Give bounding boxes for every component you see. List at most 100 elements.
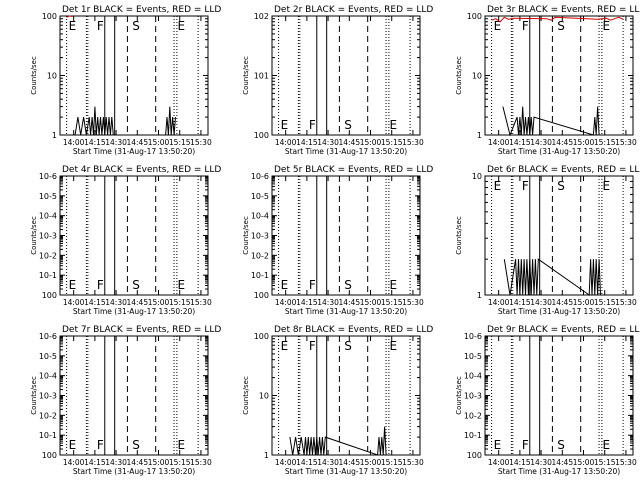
interval-letter: E [281,278,289,292]
chart-panel-7: Det 7r BLACK = Events, RED = LLD Counts/s… [30,325,221,476]
chart-panel-2: Det 2r BLACK = Events, RED = LLD Counts/s… [242,5,433,156]
x-tick-label: 14:30 [317,138,339,147]
x-tick-label: 14:15 [296,138,318,147]
chart-title: Det 7r BLACK = Events, RED = LLD [62,325,221,335]
y-tick-label: 102 [254,12,269,21]
x-tick-label: 14:00 [275,458,297,467]
y-axis-label: Counts/sec [30,376,38,415]
chart-title: Det 3r BLACK = Events, RED = LLD [487,5,640,15]
x-tick-label: 14:45 [338,138,360,147]
x-tick-label: 14:15 [509,298,531,307]
y-tick-label: 100 [42,291,57,300]
x-tick-label: 14:15 [84,298,106,307]
interval-letter: E [69,438,77,452]
x-tick-label: 15:30 [190,298,212,307]
interval-letter: E [69,278,77,292]
plot-frame [59,15,209,136]
interval-letter: F [522,19,529,33]
x-tick-label: 15:15 [169,458,191,467]
series-line-events [503,258,601,296]
y-tick-label: 100 [42,12,57,21]
x-tick-label: 15:15 [169,298,191,307]
chart-panel-9: Det 9r BLACK = Events, RED = LLD Counts/s… [455,325,640,476]
y-tick-label: 10-1 [39,271,57,280]
interval-letter: S [344,278,352,292]
interval-letter: F [309,118,316,132]
chart-panel-3: Det 3r BLACK = Events, RED = LLD Counts/s… [455,5,640,156]
interval-letter: S [557,19,565,33]
y-axis-label: Counts/sec [242,216,250,255]
chart-panel-1: Det 1r BLACK = Events, RED = LLD Counts/s… [30,5,221,156]
y-tick-label: 10-1 [251,271,269,280]
interval-letter: S [132,19,140,33]
x-tick-label: 15:15 [169,138,191,147]
x-tick-label: 15:15 [381,458,403,467]
x-tick-label: 15:15 [381,298,403,307]
y-tick-label: 10-4 [464,372,482,381]
y-axis-label: Counts/sec [242,376,250,415]
y-axis-label: Counts/sec [455,216,463,255]
y-axis-label: Counts/sec [455,376,463,415]
interval-letter: E [389,339,397,353]
interval-letter: E [602,19,610,33]
x-tick-label: 15:15 [594,138,616,147]
x-tick-label: 14:30 [317,458,339,467]
x-tick-label: 15:15 [594,298,616,307]
x-tick-label: 15:00 [148,298,170,307]
x-tick-label: 15:30 [402,138,424,147]
x-tick-label: 14:15 [296,458,318,467]
y-tick-label: 100 [467,12,482,21]
chart-title: Det 9r BLACK = Events, RED = LLD [487,325,640,335]
x-tick-label: 15:00 [573,138,595,147]
y-tick-label: 10-4 [39,212,57,221]
y-tick-label: 100 [42,451,57,460]
interval-letter: E [494,179,502,193]
y-axis-label: Counts/sec [30,216,38,255]
interval-letter: S [557,438,565,452]
x-axis-label: Start Time (31-Aug-17 13:50:20) [285,307,407,316]
series-line-events [289,426,387,456]
x-tick-label: 15:30 [615,138,637,147]
y-tick-label: 10-6 [39,172,57,181]
x-tick-label: 14:00 [63,298,85,307]
y-tick-label: 100 [254,291,269,300]
interval-letter: E [389,278,397,292]
x-tick-label: 15:00 [148,458,170,467]
y-tick-label: 10-2 [251,251,269,260]
y-tick-label: 10-4 [251,212,269,221]
interval-letter: E [281,118,289,132]
chart-title: Det 6r BLACK = Events, RED = LLD [487,165,640,175]
y-tick-label: 101 [254,72,269,81]
x-tick-label: 14:15 [509,138,531,147]
x-tick-label: 14:00 [488,458,510,467]
y-tick-label: 10-6 [464,332,482,341]
plot-frame [484,175,634,296]
interval-letter: S [557,179,565,193]
y-tick-label: 10-2 [39,251,57,260]
y-tick-label: 100 [254,131,269,140]
y-tick-label: 100 [467,451,482,460]
x-tick-label: 15:15 [594,458,616,467]
y-axis-label: Counts/sec [455,56,463,95]
x-tick-label: 14:15 [509,458,531,467]
x-tick-label: 15:30 [615,458,637,467]
interval-letter: E [177,438,185,452]
x-tick-label: 15:30 [190,138,212,147]
interval-letter: F [522,438,529,452]
interval-letter: S [344,339,352,353]
x-tick-label: 15:30 [402,458,424,467]
plot-frame [484,15,634,136]
chart-title: Det 5r BLACK = Events, RED = LLD [274,165,433,175]
y-tick-label: 10-5 [39,352,57,361]
interval-letter: E [602,179,610,193]
interval-letter: E [494,438,502,452]
x-tick-label: 14:45 [338,458,360,467]
series-line-lld [491,16,624,23]
x-axis-label: Start Time (31-Aug-17 13:50:20) [73,467,195,476]
chart-title: Det 1r BLACK = Events, RED = LLD [62,5,221,15]
x-tick-label: 15:30 [615,298,637,307]
y-tick-label: 1 [264,451,269,460]
x-tick-label: 15:15 [381,138,403,147]
x-tick-label: 14:45 [551,138,573,147]
interval-letter: E [602,438,610,452]
